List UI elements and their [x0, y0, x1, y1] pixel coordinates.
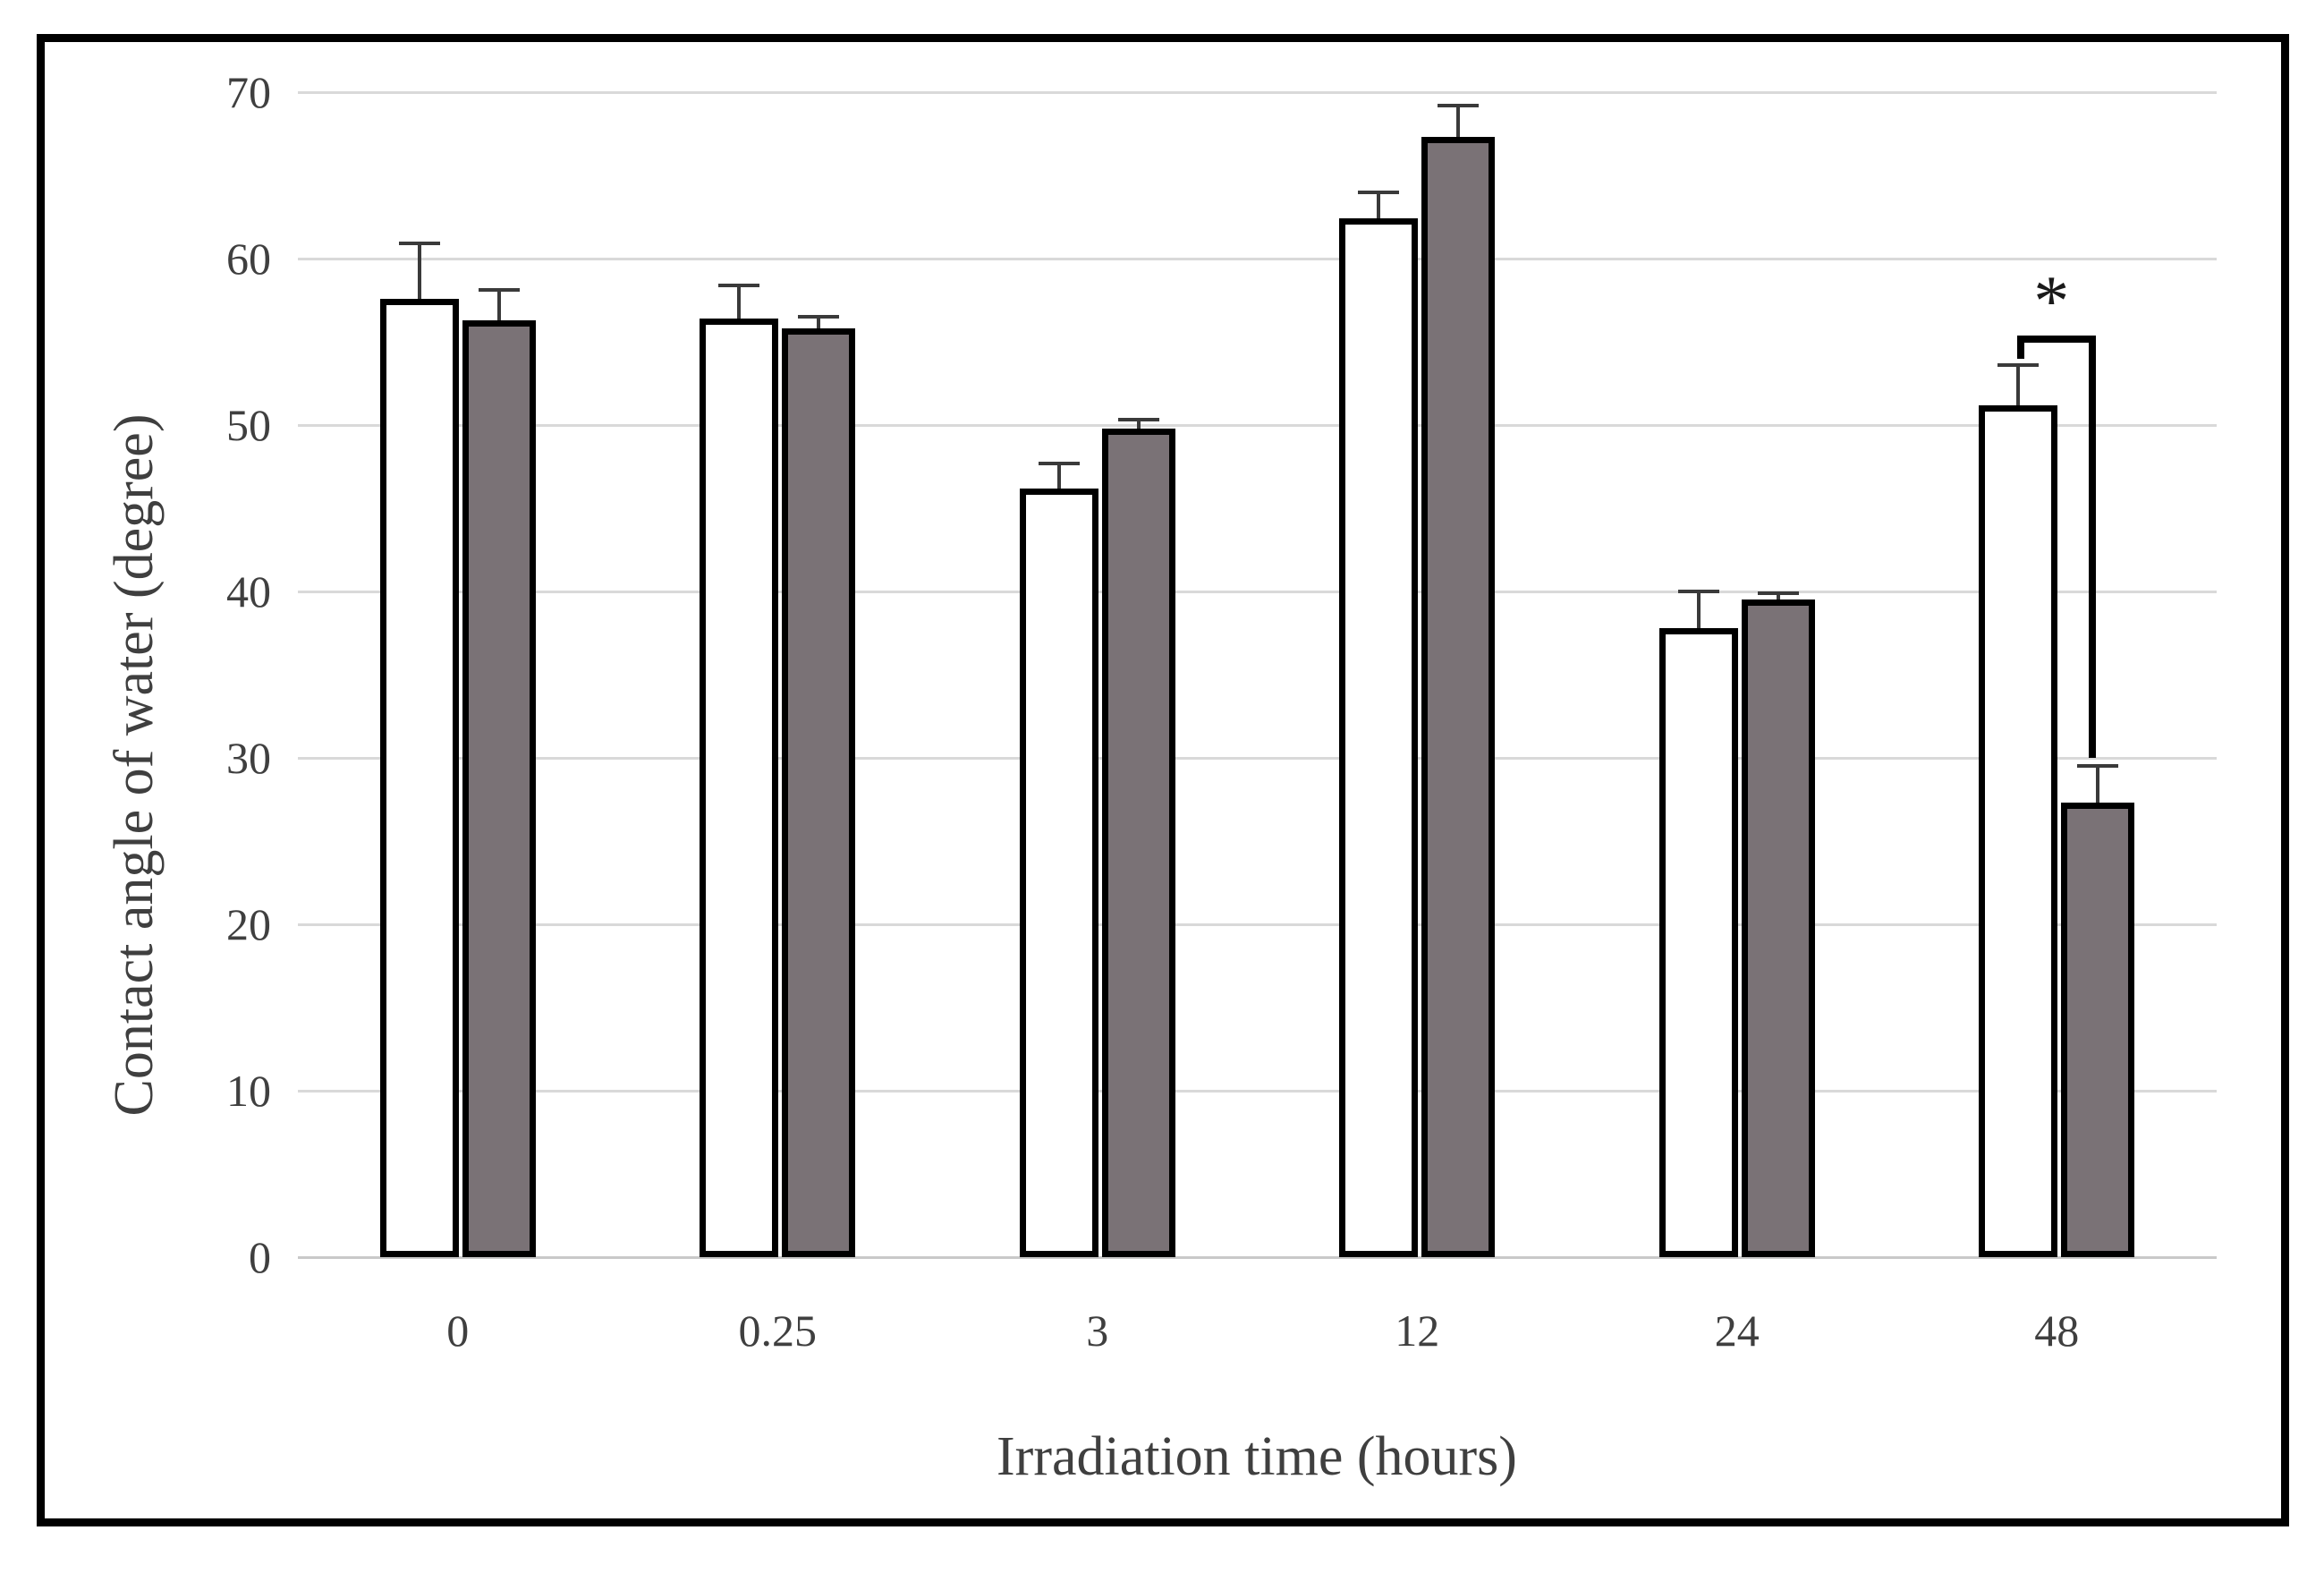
gridline: [298, 923, 2217, 926]
x-axis-line: [298, 1256, 2217, 1259]
x-tick-label: 3: [1086, 1305, 1109, 1356]
y-tick-label: 70: [226, 67, 271, 117]
x-tick-label: 12: [1395, 1305, 1440, 1356]
y-tick-label: 10: [226, 1066, 271, 1116]
error-bar-line: [496, 290, 501, 320]
bar-gray-0.25: [782, 328, 856, 1257]
y-tick-label: 50: [226, 400, 271, 450]
bar-gray-3: [1101, 428, 1175, 1257]
x-tick-label: 24: [1714, 1305, 1760, 1356]
error-bar-cap: [1757, 591, 1799, 595]
bar-white-0: [379, 298, 459, 1257]
error-bar-cap: [478, 288, 520, 293]
error-bar-line: [1456, 105, 1461, 138]
gridline: [298, 91, 2217, 94]
significance-asterisk: *: [2033, 261, 2070, 341]
bar-gray-48: [2061, 803, 2135, 1257]
bar-white-3: [1019, 488, 1098, 1257]
bar-gray-0: [462, 319, 536, 1257]
bar-white-0.25: [700, 318, 779, 1257]
gridline: [298, 591, 2217, 593]
significance-bracket-horizontal: [2017, 335, 2097, 343]
error-bar-line: [2016, 365, 2021, 405]
figure-frame: 0 10 20 30 40 50 60 70 0 0.25 3 12 24 48 * Contact an…: [37, 34, 2289, 1526]
error-bar-cap: [2077, 764, 2119, 769]
error-bar-cap: [718, 283, 760, 287]
significance-bracket-left-tick: [2017, 335, 2025, 359]
y-tick-label: 20: [226, 899, 271, 949]
error-bar-line: [1377, 191, 1381, 219]
error-bar-line: [417, 243, 421, 299]
error-bar-line: [1696, 591, 1701, 628]
gridline: [298, 424, 2217, 427]
error-bar-line: [1776, 592, 1780, 600]
x-tick-label: 0.25: [738, 1305, 818, 1356]
y-axis-title: Contact angle of water (degree): [104, 413, 165, 1117]
y-tick-label: 0: [249, 1232, 271, 1282]
y-tick-label: 40: [226, 566, 271, 616]
error-bar-line: [2096, 766, 2100, 804]
significance-bracket-right-drop: [2089, 335, 2097, 758]
y-tick-label: 30: [226, 733, 271, 783]
error-bar-cap: [398, 242, 440, 246]
bar-white-24: [1658, 627, 1738, 1257]
error-bar-line: [1056, 463, 1061, 489]
x-tick-label: 0: [446, 1305, 470, 1356]
error-bar-cap: [1038, 461, 1080, 465]
error-bar-cap: [798, 315, 840, 319]
x-axis-title: Irradiation time (hours): [997, 1426, 1517, 1487]
bar-white-12: [1339, 218, 1419, 1257]
bar-gray-24: [1741, 599, 1815, 1257]
y-tick-label: 60: [226, 234, 271, 284]
x-tick-label: 48: [2034, 1305, 2080, 1356]
error-bar-line: [817, 317, 821, 329]
bar-gray-12: [1421, 137, 1496, 1257]
gridline: [298, 1090, 2217, 1093]
error-bar-line: [737, 285, 742, 319]
error-bar-cap: [1117, 418, 1159, 422]
error-bar-cap: [1438, 103, 1480, 107]
error-bar-line: [1136, 420, 1141, 429]
error-bar-cap: [1358, 190, 1400, 194]
error-bar-cap: [1677, 590, 1719, 593]
bar-white-48: [1979, 404, 2058, 1257]
gridline: [298, 258, 2217, 260]
gridline: [298, 757, 2217, 760]
error-bar-cap: [1997, 363, 2040, 368]
